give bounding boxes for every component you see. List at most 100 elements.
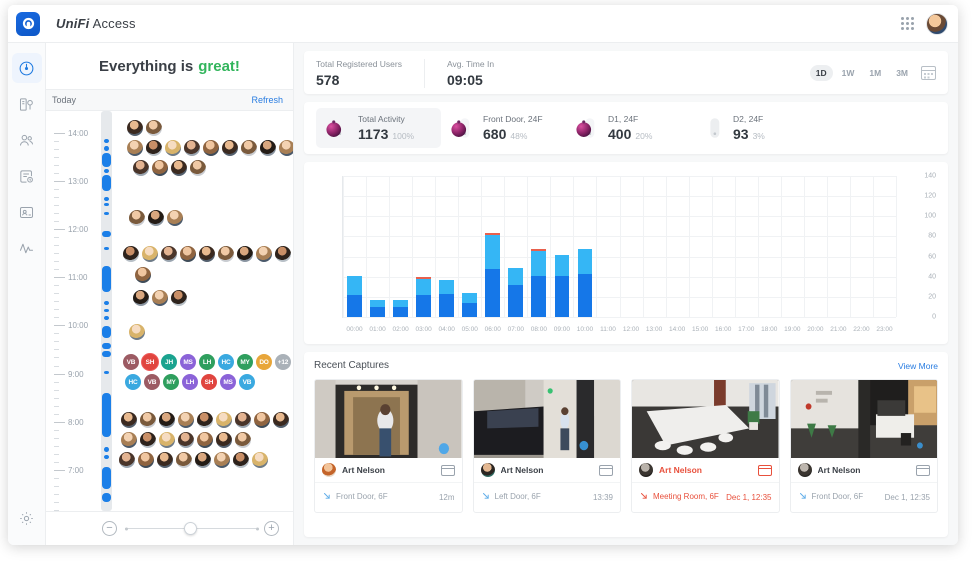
avatar[interactable] [158, 411, 176, 429]
avatar[interactable] [164, 139, 182, 157]
avatar[interactable] [198, 245, 216, 263]
avatar[interactable] [234, 411, 252, 429]
avatar[interactable] [194, 451, 212, 469]
chart-bar[interactable] [439, 279, 455, 317]
avatar[interactable] [278, 139, 293, 157]
sidebar-item-dashboard[interactable] [11, 53, 42, 83]
avatar[interactable] [240, 139, 258, 157]
avatar[interactable] [128, 209, 146, 227]
avatar[interactable] [251, 451, 269, 469]
chart-bar[interactable] [416, 276, 431, 317]
avatar-initials[interactable]: MY [236, 353, 254, 371]
avatar[interactable] [147, 209, 165, 227]
activity-blip[interactable] [102, 343, 111, 349]
avatar[interactable] [179, 245, 197, 263]
capture-thumbnail[interactable] [473, 380, 620, 458]
sidebar-item-activity[interactable] [12, 233, 42, 263]
avatar[interactable] [221, 139, 239, 157]
activity-track[interactable] [101, 111, 112, 511]
app-grid-icon[interactable] [901, 17, 914, 30]
user-avatar[interactable] [926, 12, 948, 35]
activity-blip[interactable] [102, 351, 111, 357]
unifi-shield-icon[interactable] [16, 11, 40, 36]
capture-card[interactable]: Art Nelson Left Door, 6F 13:39 [472, 379, 621, 513]
avatar[interactable] [120, 431, 138, 449]
chart-bar[interactable] [531, 248, 547, 317]
capture-thumbnail[interactable] [315, 380, 462, 458]
activity-blip[interactable] [104, 447, 109, 452]
avatar[interactable] [177, 411, 195, 429]
avatar[interactable] [259, 139, 277, 157]
device-stat-0[interactable]: Total Activity 1173 100% [316, 108, 441, 148]
activity-chart[interactable]: 0 20 40 60 80 100 120 140 00:00 01:00 02:00 03:00 04… [312, 170, 940, 340]
activity-blip[interactable] [102, 326, 111, 338]
avatar-initials[interactable]: LH [181, 373, 199, 391]
capture-thumbnail[interactable] [790, 380, 937, 458]
avatar[interactable] [151, 159, 169, 177]
avatar[interactable] [253, 411, 271, 429]
avatar[interactable] [166, 209, 184, 227]
avatar-initials[interactable]: VB [143, 373, 161, 391]
range-button-1d[interactable]: 1D [809, 65, 833, 81]
avatar[interactable] [134, 266, 152, 284]
zoom-slider[interactable] [125, 522, 259, 536]
avatar[interactable] [234, 431, 252, 449]
activity-blip[interactable] [104, 139, 109, 143]
avatar[interactable] [156, 451, 174, 469]
avatar-initials[interactable]: MS [219, 373, 237, 391]
avatar[interactable] [232, 451, 250, 469]
activity-blip[interactable] [102, 153, 111, 167]
avatar-initials[interactable]: DO [255, 353, 273, 371]
avatar-initials[interactable]: HC [217, 353, 235, 371]
avatar[interactable] [170, 159, 188, 177]
avatar[interactable] [236, 245, 254, 263]
activity-blip[interactable] [104, 309, 109, 312]
avatar[interactable] [141, 245, 159, 263]
avatar[interactable] [170, 289, 188, 307]
avatar[interactable] [196, 431, 214, 449]
avatar[interactable] [177, 431, 195, 449]
avatar[interactable] [183, 139, 201, 157]
capture-card[interactable]: Art Nelson Front Door, 6F 12m [314, 379, 463, 513]
avatar[interactable] [132, 289, 150, 307]
avatar[interactable] [118, 451, 136, 469]
avatar[interactable] [145, 119, 163, 137]
sidebar-item-doors[interactable] [12, 89, 42, 119]
avatar-initials[interactable]: LH [198, 353, 216, 371]
avatar[interactable] [132, 159, 150, 177]
slider-knob[interactable] [183, 522, 197, 535]
avatar[interactable] [215, 431, 233, 449]
chart-bar[interactable] [393, 299, 408, 317]
avatar[interactable] [128, 323, 146, 341]
activity-blip[interactable] [102, 175, 111, 191]
avatar[interactable] [158, 431, 176, 449]
capture-card[interactable]: Art Nelson Front Door, 6F Dec 1, 12:35 [789, 379, 938, 513]
activity-blip[interactable] [104, 212, 109, 215]
avatar[interactable] [126, 119, 144, 137]
capture-card[interactable]: Art Nelson Meeting Room, 6F Dec 1, 12:35 [631, 379, 780, 513]
avatar-initials[interactable]: VB [238, 373, 256, 391]
sidebar-item-users[interactable] [12, 125, 42, 155]
device-stat-2[interactable]: D1, 24F 400 20% [566, 108, 691, 148]
activity-blip[interactable] [102, 266, 111, 292]
avatar[interactable] [126, 139, 144, 157]
avatar[interactable] [213, 451, 231, 469]
chart-bar[interactable] [462, 292, 478, 317]
avatar[interactable] [272, 411, 290, 429]
activity-blip[interactable] [104, 371, 109, 374]
avatar-initials[interactable]: HC [124, 373, 142, 391]
avatar[interactable] [137, 451, 155, 469]
capture-thumbnail[interactable] [632, 380, 779, 458]
avatar-initials[interactable]: SH [141, 353, 159, 371]
avatar-initials[interactable]: JH [160, 353, 178, 371]
chart-bar[interactable] [554, 254, 570, 317]
sidebar-item-credentials[interactable] [12, 197, 42, 227]
activity-blip[interactable] [104, 247, 109, 250]
activity-blip[interactable] [102, 231, 111, 237]
activity-blip[interactable] [102, 393, 111, 437]
calendar-icon[interactable] [921, 66, 936, 80]
sidebar-item-logs[interactable] [12, 161, 42, 191]
chart-bar[interactable] [485, 233, 501, 317]
activity-blip[interactable] [104, 455, 109, 459]
gear-icon[interactable] [12, 503, 42, 533]
